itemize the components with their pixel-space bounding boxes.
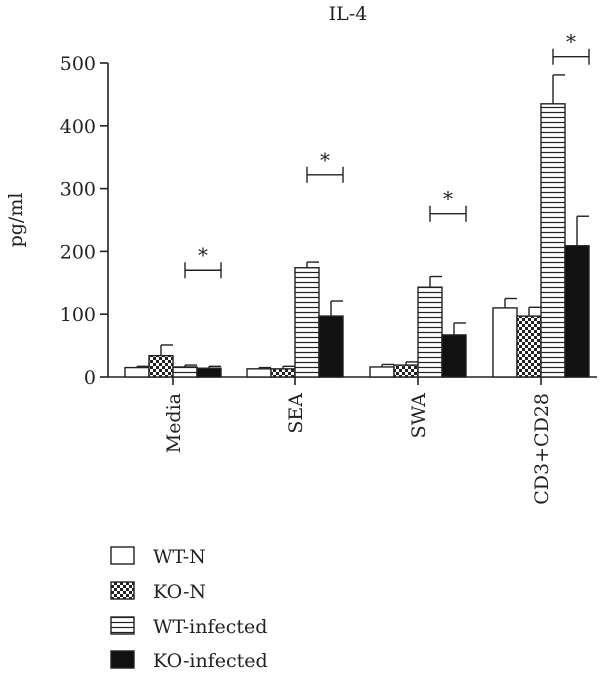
y-tick-label: 500 <box>60 53 96 75</box>
legend-swatch <box>110 581 135 600</box>
legend-label: WT-N <box>153 546 206 568</box>
y-axis: 0 100 200 300 400 500 <box>60 53 109 389</box>
bar <box>148 354 174 378</box>
bar <box>417 286 443 378</box>
significance-group: * * * * <box>184 30 590 279</box>
chart-title: IL-4 <box>329 3 368 25</box>
y-tick-label: 0 <box>84 367 96 389</box>
bar <box>516 315 542 378</box>
significance-star: * <box>566 30 576 54</box>
legend-swatch <box>110 546 135 565</box>
bar <box>318 315 344 378</box>
bar <box>393 364 419 378</box>
significance-bracket <box>306 166 344 183</box>
legend-swatch <box>110 616 135 635</box>
y-axis-label: pg/ml <box>5 193 27 248</box>
y-tick-label: 300 <box>60 179 96 201</box>
x-axis: Media SEA SWA CD3+CD28 <box>108 376 597 505</box>
bar <box>196 367 222 378</box>
bar <box>294 267 320 378</box>
significance-bracket <box>552 48 590 65</box>
bar <box>492 307 518 378</box>
legend-swatch <box>110 650 135 669</box>
x-tick-label: SWA <box>408 393 430 439</box>
legend-label: KO-N <box>153 581 206 603</box>
x-tick-label: CD3+CD28 <box>531 393 553 505</box>
bar <box>246 368 272 378</box>
y-tick-label: 200 <box>60 241 96 263</box>
legend-label: WT-infected <box>153 616 267 638</box>
legend: WT-N KO-N WT-infected KO-infected <box>110 546 268 672</box>
legend-label: KO-infected <box>153 650 268 672</box>
bar <box>369 366 395 378</box>
x-tick-label: Media <box>163 393 185 453</box>
y-tick-label: 100 <box>60 304 96 326</box>
bar <box>172 366 198 378</box>
bar <box>540 103 566 378</box>
bar <box>441 334 467 378</box>
x-tick-label: SEA <box>285 393 307 434</box>
bar <box>564 245 590 378</box>
significance-bracket <box>184 262 222 279</box>
bars-group <box>124 74 590 378</box>
bar <box>270 368 296 378</box>
y-tick-label: 400 <box>60 116 96 138</box>
bar <box>124 366 150 378</box>
significance-bracket <box>429 205 467 222</box>
significance-star: * <box>320 148 330 172</box>
significance-star: * <box>443 187 453 211</box>
significance-star: * <box>198 243 208 267</box>
